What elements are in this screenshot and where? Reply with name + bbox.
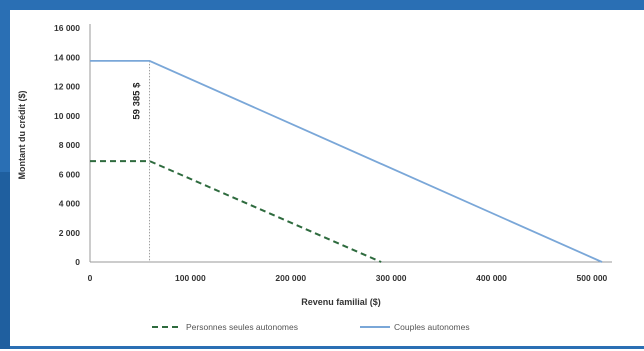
x-tick-label: 0: [88, 273, 93, 283]
legend-label-2: Couples autonomes: [394, 322, 470, 332]
legend-label-1: Personnes seules autonomes: [186, 322, 298, 332]
chart-svg: 0 2 000 4 000 6 000 8 000 10 000 12 000 14 000 1…: [17, 23, 612, 332]
frame-accent: [0, 172, 10, 349]
y-tick-label: 6 000: [59, 169, 81, 179]
series-line-2: [90, 60, 603, 263]
chart-panel: 0 2 000 4 000 6 000 8 000 10 000 12 000 14 000 1…: [10, 10, 644, 346]
labels-group: 0 2 000 4 000 6 000 8 000 10 000 12 000 14 000 1…: [17, 23, 608, 332]
y-tick-label: 16 000: [54, 23, 80, 33]
x-tick-label: 300 000: [376, 273, 407, 283]
y-tick-label: 2 000: [59, 228, 81, 238]
series-line-1: [90, 160, 382, 263]
y-axis-title: Montant du crédit ($): [17, 91, 27, 180]
y-tick-label: 0: [75, 257, 80, 267]
y-tick-label: 14 000: [54, 52, 80, 62]
x-axis-title: Revenu familial ($): [301, 297, 381, 307]
x-tick-label: 500 000: [577, 273, 608, 283]
threshold-annotation: 59 385 $: [132, 82, 143, 120]
y-tick-label: 8 000: [59, 140, 81, 150]
y-tick-label: 12 000: [54, 82, 80, 92]
axes-group: [89, 24, 612, 263]
y-tick-label: 4 000: [59, 199, 81, 209]
x-tick-label: 200 000: [275, 273, 306, 283]
marks-group: [90, 60, 603, 263]
x-tick-label: 400 000: [476, 273, 507, 283]
x-tick-label: 100 000: [175, 273, 206, 283]
y-tick-label: 10 000: [54, 111, 80, 121]
